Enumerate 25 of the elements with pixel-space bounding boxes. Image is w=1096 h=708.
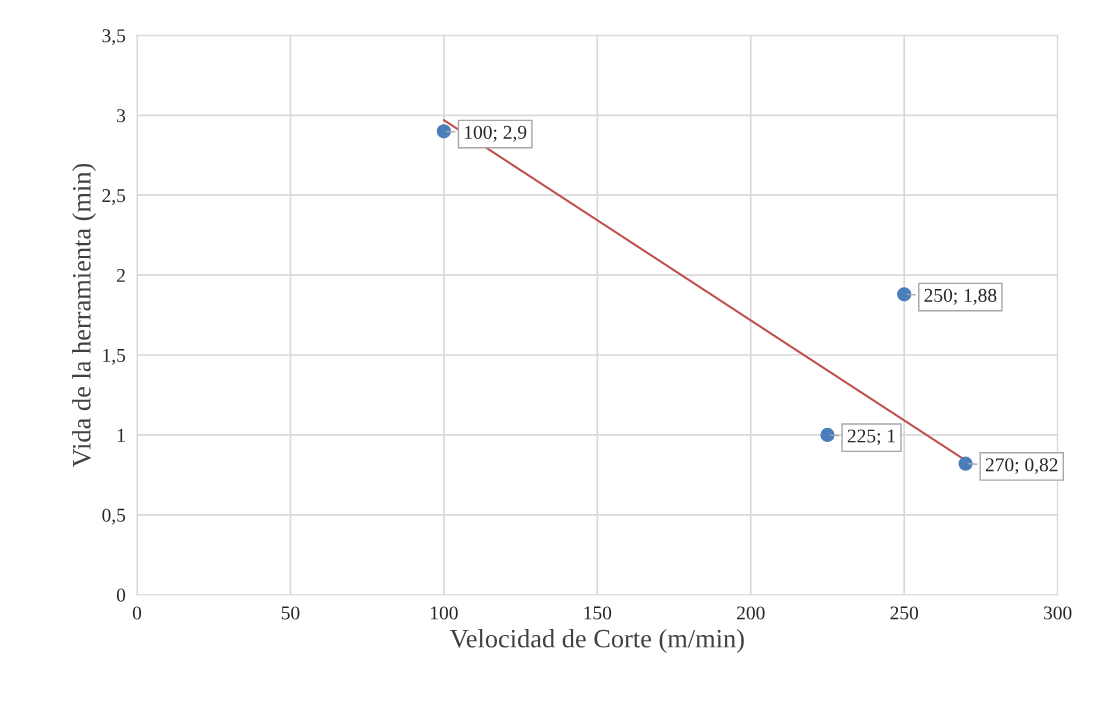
x-tick-label: 100 [431, 606, 458, 620]
point [958, 456, 973, 471]
y-tick-label: 0,5 [102, 508, 126, 525]
x-tick-label: 250 [890, 606, 919, 620]
y-tick-label: 2,5 [102, 189, 126, 205]
x-axis-title: Velocidad de Corte (m/min) [449, 629, 744, 653]
y-tick-label: 1,5 [103, 348, 126, 365]
y-tick-label: 0 [116, 588, 126, 602]
y-tick-label: 3 [117, 109, 126, 123]
data-label: 225; 1 [847, 429, 895, 446]
x-tick-label: 0 [132, 606, 142, 620]
x-tick-label: 200 [737, 606, 765, 620]
y-tick-label: 1 [117, 428, 125, 442]
point [897, 287, 912, 302]
x-tick-label: 300 [1043, 606, 1072, 620]
data-label: 100; 2,9 [465, 125, 527, 142]
y-axis-title: Vida de la herramienta (min) [72, 163, 97, 468]
point [820, 427, 835, 443]
point [436, 124, 451, 139]
x-tick-label: 50 [281, 606, 300, 620]
data-label: 270; 0,82 [985, 458, 1058, 475]
y-tick-label: 3,5 [102, 29, 126, 46]
y-tick-label: 2 [117, 268, 125, 282]
data-label: 250; 1,88 [924, 288, 997, 305]
x-tick-label: 150 [584, 606, 612, 620]
